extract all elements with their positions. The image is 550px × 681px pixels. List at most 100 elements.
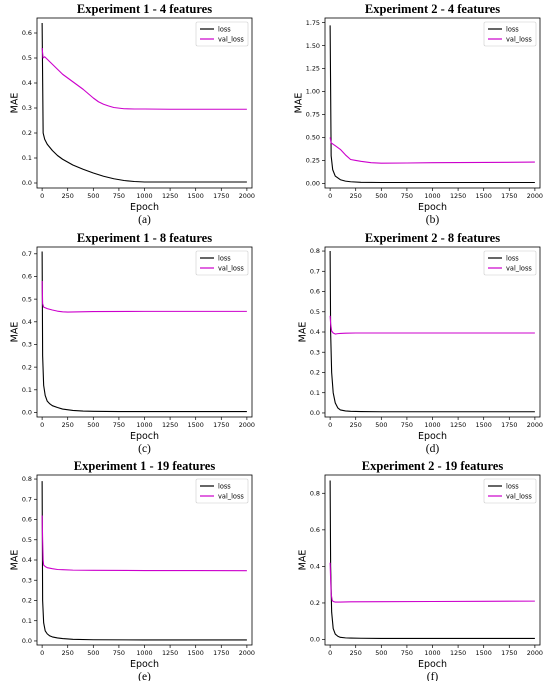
legend-box <box>195 478 249 504</box>
x-tick-label: 500 <box>87 192 99 200</box>
series-group <box>329 480 535 639</box>
x-tick-label: 1500 <box>476 649 492 657</box>
x-tick-label: 1000 <box>424 421 440 429</box>
y-axis-label: MAE <box>9 322 20 343</box>
y-tick-label: 0.2 <box>310 599 320 607</box>
y-tick-label: 0.4 <box>22 556 32 564</box>
x-tick-label: 0 <box>40 649 44 657</box>
series-line-val-loss <box>41 515 247 572</box>
series-line-loss <box>329 251 535 413</box>
legend-box <box>483 478 537 504</box>
chart-title: Experiment 1 - 19 features <box>74 459 216 473</box>
y-tick-label: 0.3 <box>22 576 32 584</box>
legend-label-loss: loss <box>506 254 519 262</box>
chart-panel-3: Experiment 1 - 8 features 0 250 500 750 1000 1… <box>9 231 255 455</box>
x-tick-label: 0 <box>328 192 332 200</box>
legend-label-loss: loss <box>506 25 519 33</box>
y-tick-label: 0.8 <box>310 489 320 497</box>
x-tick-label: 1750 <box>501 192 517 200</box>
x-tick-label: 1000 <box>136 421 152 429</box>
legend: loss val_loss <box>483 250 537 276</box>
y-tick-label: 0.6 <box>22 516 32 524</box>
legend: loss val_loss <box>483 21 537 47</box>
legend: loss val_loss <box>195 21 249 47</box>
series-line-loss <box>329 25 535 184</box>
y-tick-label: 0.3 <box>22 104 32 112</box>
x-axis-label: Epoch <box>130 202 159 213</box>
x-axis-label: Epoch <box>418 202 447 213</box>
y-tick-label: 0.0 <box>22 179 32 187</box>
y-tick-label: 0.75 <box>306 111 320 119</box>
y-tick-label: 1.50 <box>306 42 320 50</box>
y-tick-label: 0.0 <box>22 409 32 417</box>
y-tick-label: 0.7 <box>310 267 320 275</box>
series-group <box>329 251 535 413</box>
legend-label-val-loss: val_loss <box>506 35 532 43</box>
x-tick-label: 1500 <box>476 192 492 200</box>
y-tick-label: 0.3 <box>310 348 320 356</box>
y-tick-label: 0.0 <box>310 636 320 644</box>
series-line-val-loss <box>329 137 535 164</box>
y-tick-label: 0.50 <box>306 134 320 142</box>
x-tick-label: 500 <box>375 192 387 200</box>
x-tick-label: 1750 <box>213 649 229 657</box>
y-tick-label: 0.0 <box>310 409 320 417</box>
x-tick-label: 2000 <box>527 192 543 200</box>
y-tick-label: 0.2 <box>22 597 32 605</box>
x-tick-label: 1250 <box>450 192 466 200</box>
y-tick-label: 0.8 <box>310 247 320 255</box>
x-tick-label: 1000 <box>136 649 152 657</box>
chart-title: Experiment 1 - 8 features <box>77 231 212 245</box>
series-line-loss <box>329 480 535 639</box>
x-tick-label: 1250 <box>162 192 178 200</box>
legend-box <box>195 21 249 47</box>
y-tick-label: 0.3 <box>22 341 32 349</box>
x-tick-label: 750 <box>113 192 125 200</box>
series-line-loss <box>41 251 247 413</box>
y-tick-label: 0.8 <box>22 475 32 483</box>
y-tick-label: 0.2 <box>22 363 32 371</box>
chart-title: Experiment 2 - 19 features <box>362 459 504 473</box>
y-tick-label: 0.6 <box>310 526 320 534</box>
legend-label-loss: loss <box>506 482 519 490</box>
x-tick-label: 250 <box>350 421 362 429</box>
x-tick-label: 250 <box>62 421 74 429</box>
x-tick-label: 750 <box>401 192 413 200</box>
chart-title: Experiment 2 - 4 features <box>365 2 500 16</box>
x-tick-label: 250 <box>350 192 362 200</box>
y-tick-label: 0.1 <box>22 154 32 162</box>
y-tick-label: 0.1 <box>22 386 32 394</box>
x-axis-label: Epoch <box>418 659 447 670</box>
x-tick-label: 1000 <box>424 192 440 200</box>
x-tick-label: 500 <box>375 421 387 429</box>
x-tick-label: 2000 <box>239 421 255 429</box>
y-tick-label: 0.2 <box>22 129 32 137</box>
y-tick-label: 1.00 <box>306 88 320 96</box>
x-tick-label: 1250 <box>162 649 178 657</box>
x-tick-label: 1000 <box>424 649 440 657</box>
y-tick-label: 0.7 <box>22 495 32 503</box>
subfigure-caption: (f) <box>427 671 439 681</box>
y-tick-label: 0.1 <box>310 389 320 397</box>
x-tick-label: 2000 <box>239 192 255 200</box>
x-tick-label: 250 <box>350 649 362 657</box>
y-tick-label: 1.25 <box>306 65 320 73</box>
x-tick-label: 2000 <box>527 421 543 429</box>
chart-panel-4: Experiment 2 - 8 features 0 250 500 750 1000 1… <box>297 231 543 455</box>
y-tick-label: 1.75 <box>306 19 320 27</box>
legend-label-val-loss: val_loss <box>218 492 244 500</box>
x-tick-label: 2000 <box>239 649 255 657</box>
x-tick-label: 750 <box>113 421 125 429</box>
y-tick-label: 0.00 <box>306 180 320 188</box>
y-axis-label: MAE <box>9 550 20 571</box>
y-tick-label: 0.6 <box>22 29 32 37</box>
x-tick-label: 500 <box>375 649 387 657</box>
x-tick-label: 750 <box>113 649 125 657</box>
y-axis-label: MAE <box>297 322 308 343</box>
legend-label-loss: loss <box>218 482 231 490</box>
series-group <box>41 22 247 183</box>
series-group <box>329 25 535 184</box>
y-tick-label: 0.0 <box>22 637 32 645</box>
x-tick-label: 250 <box>62 192 74 200</box>
legend-label-val-loss: val_loss <box>218 264 244 272</box>
